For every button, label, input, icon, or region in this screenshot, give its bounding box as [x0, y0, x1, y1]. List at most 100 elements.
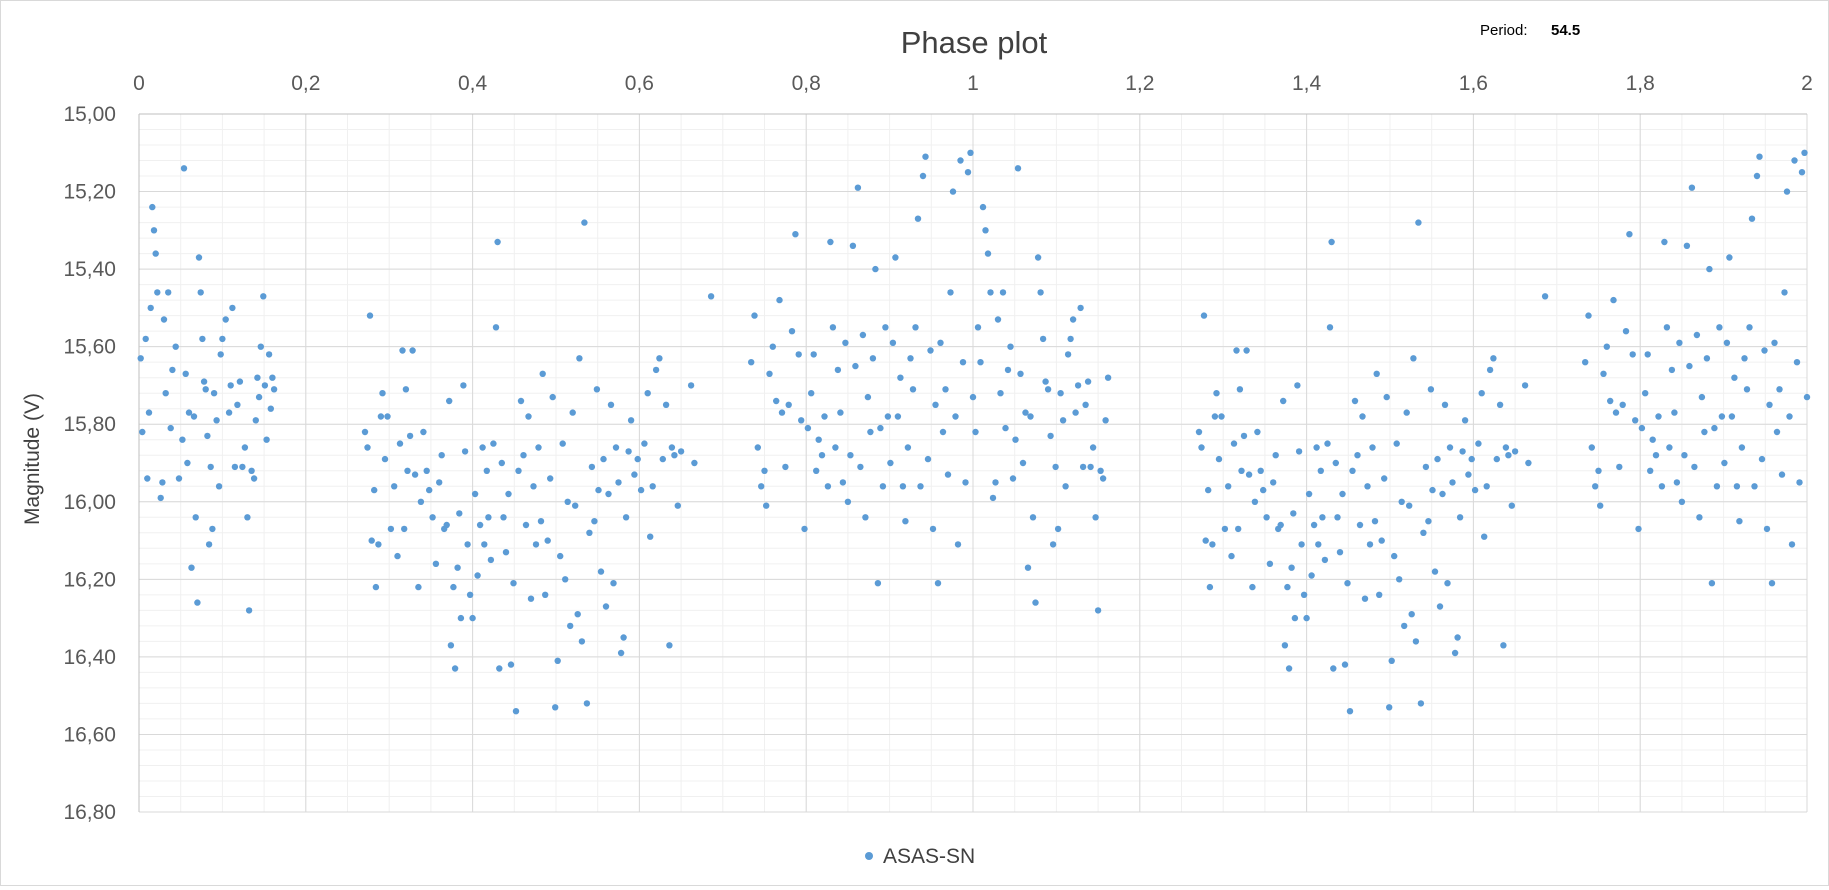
data-point	[1502, 444, 1510, 451]
data-point	[1508, 502, 1516, 509]
data-point	[929, 525, 937, 533]
data-point	[394, 552, 401, 560]
data-point	[600, 455, 607, 463]
data-point	[581, 219, 588, 226]
data-point	[263, 436, 270, 443]
data-point	[1002, 424, 1009, 432]
data-point	[949, 188, 957, 195]
data-point	[662, 401, 670, 408]
data-point	[1324, 440, 1331, 447]
data-point	[909, 386, 917, 393]
data-point	[1351, 397, 1359, 405]
data-point	[1024, 564, 1032, 571]
data-point	[1285, 665, 1293, 672]
data-point	[1339, 490, 1346, 498]
data-point	[897, 374, 904, 381]
data-point	[399, 347, 406, 354]
data-point	[1603, 343, 1611, 350]
data-point	[668, 444, 676, 451]
data-point	[451, 665, 459, 672]
data-point	[1029, 514, 1037, 521]
data-point	[483, 467, 490, 474]
data-point	[1014, 165, 1022, 172]
data-point	[387, 525, 395, 533]
y-tick-label: 16,20	[63, 568, 116, 591]
chart-title: Phase plot	[901, 25, 1048, 60]
data-point	[1072, 409, 1079, 416]
data-point	[1655, 413, 1662, 420]
data-point	[795, 351, 802, 358]
data-point	[989, 494, 997, 502]
data-point	[1009, 475, 1017, 482]
data-point	[839, 479, 847, 486]
data-point	[1726, 254, 1733, 261]
data-point	[391, 483, 398, 490]
data-point	[188, 564, 195, 571]
data-point	[257, 343, 264, 350]
data-point	[260, 293, 267, 300]
data-point	[219, 335, 226, 343]
data-point	[239, 463, 246, 471]
data-point	[396, 440, 404, 447]
data-point	[147, 304, 154, 312]
x-tick-label: 0,8	[792, 72, 821, 95]
data-point	[456, 510, 463, 517]
data-point	[366, 312, 374, 319]
y-tick-label: 16,80	[63, 801, 116, 824]
data-point	[1496, 401, 1504, 408]
data-point	[1254, 428, 1261, 436]
x-tick-label: 0	[133, 72, 145, 95]
data-point	[1221, 525, 1229, 533]
data-point	[512, 708, 520, 715]
data-point	[1037, 289, 1044, 296]
data-point	[1693, 331, 1701, 339]
data-point	[1610, 296, 1617, 304]
data-point	[788, 328, 796, 335]
data-point	[1104, 374, 1112, 381]
y-tick-label: 15,40	[63, 258, 116, 281]
data-point	[637, 486, 645, 494]
data-point	[1391, 552, 1398, 560]
data-point	[773, 397, 780, 405]
data-point	[1295, 448, 1303, 455]
data-point	[265, 351, 273, 358]
data-point	[1446, 444, 1454, 451]
data-point	[1284, 583, 1291, 591]
data-point	[1270, 479, 1277, 486]
data-point	[999, 289, 1007, 296]
data-point	[517, 397, 525, 405]
data-point	[1039, 335, 1047, 343]
data-point	[869, 355, 877, 362]
data-point	[1236, 386, 1244, 393]
data-point	[248, 467, 255, 474]
data-point	[494, 238, 501, 246]
data-point	[821, 413, 828, 420]
data-point	[381, 455, 389, 463]
data-point	[209, 525, 216, 533]
data-point	[691, 459, 698, 467]
data-point	[1386, 704, 1393, 711]
data-point	[1698, 393, 1706, 401]
data-point	[1668, 366, 1676, 374]
x-tick-label: 0,2	[291, 72, 320, 95]
data-point	[1629, 351, 1636, 358]
y-axis-label: Magnitude (V)	[21, 393, 44, 525]
data-point	[634, 455, 641, 463]
data-point	[157, 494, 164, 502]
data-point	[979, 203, 987, 211]
data-point	[1396, 576, 1403, 583]
data-point	[1215, 455, 1223, 463]
data-point	[231, 463, 239, 471]
data-point	[1290, 510, 1297, 517]
data-point	[426, 486, 433, 494]
data-point	[1019, 459, 1027, 467]
data-point	[813, 467, 820, 474]
data-point	[544, 537, 551, 544]
data-point	[1371, 518, 1379, 525]
data-point	[1383, 393, 1390, 401]
data-point	[562, 576, 569, 583]
data-point	[375, 541, 382, 548]
data-point	[1205, 486, 1212, 494]
